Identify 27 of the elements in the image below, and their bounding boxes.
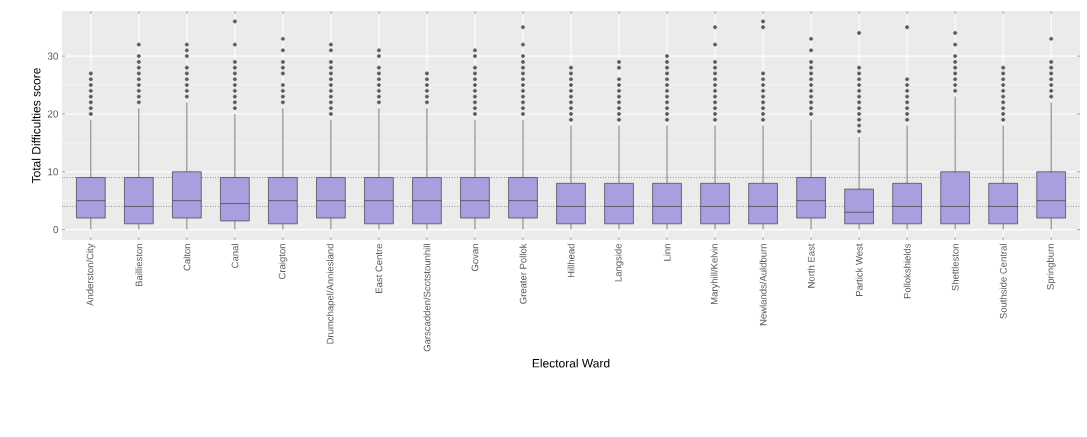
x-tick-label: Shettleston [951,244,959,291]
x-tick-label: Canal [231,244,239,268]
x-tick-label: Langside [614,243,624,282]
y-tick-label: 30 [47,52,59,60]
x-tick-label: Anderston/City [86,243,96,306]
x-axis-title: Electoral Ward [532,358,610,368]
x-tick-label: Craigton [278,244,288,279]
x-tick-label: Southside Central [999,244,1007,319]
x-tick-label: North East [807,243,815,288]
y-tick-label: 0 [53,226,59,234]
y-tick-label: 20 [47,110,59,118]
x-tick-label: Calton [183,244,191,271]
x-tick-label: Drumchapel/Anniesland [326,244,336,344]
x-tick-label: Maryhill/Kelvin [710,244,720,304]
x-tick-label: Baillieston [135,244,143,287]
x-tick-label: Partick West [855,243,863,296]
x-tick-label: Springburn [1046,244,1056,290]
x-tick-label: Garscadden/Scotstounhill [423,244,431,352]
x-tick-label: Govan [471,244,479,272]
x-tick-label: Greater Pollok [519,243,527,304]
x-tick-label: Hillhead [567,244,575,278]
y-tick-label: 10 [48,168,59,176]
y-axis-title: Total Difficulties score [31,68,41,184]
x-tick-label: Newlands/Auldburn [759,244,767,326]
x-tick-label: Pollokshields [903,243,911,299]
x-tick-label: East Centre [375,243,383,293]
x-tick-label: Linn [663,244,671,261]
